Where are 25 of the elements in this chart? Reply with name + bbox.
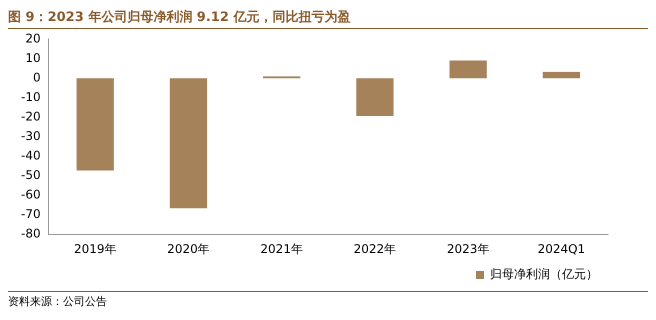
- x-tick-label: 2020年: [167, 242, 210, 256]
- y-tick-label: 20: [25, 31, 41, 46]
- y-tick-label: -20: [20, 109, 41, 124]
- x-tick-label: 2022年: [354, 242, 396, 256]
- bar: [170, 78, 208, 208]
- bar: [356, 78, 394, 116]
- y-tick-label: -40: [20, 148, 41, 163]
- y-tick-label: 10: [25, 50, 41, 65]
- bar: [76, 78, 114, 171]
- y-tick-label: -50: [20, 168, 41, 182]
- y-tick-label: -60: [20, 188, 41, 202]
- y-tick-label: -70: [20, 207, 41, 222]
- text: 资料来源：公司公告: [8, 291, 648, 309]
- x-tick-label: 2024Q1: [538, 242, 586, 256]
- x-tick-label: 2021年: [260, 242, 303, 256]
- x-tick-label: 2023年: [446, 242, 490, 256]
- x-tick-label: 2019年: [74, 242, 116, 256]
- y-tick-label: 0: [32, 70, 41, 84]
- legend-label: 归母净利润（亿元）: [490, 267, 598, 282]
- bar: [450, 60, 487, 78]
- bar: [542, 72, 580, 78]
- chart-title: 图 9：2023 年公司归母净利润 9.12 亿元，同比扭亏为盈: [8, 8, 648, 29]
- y-tick-label: -10: [20, 90, 41, 104]
- y-tick-label: -80: [20, 226, 41, 241]
- y-tick-label: -30: [20, 129, 41, 144]
